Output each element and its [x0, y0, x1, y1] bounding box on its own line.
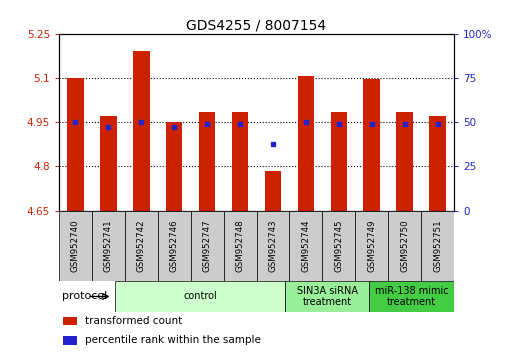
Bar: [298, 76, 314, 211]
Bar: [369, 281, 454, 312]
Text: GSM952749: GSM952749: [367, 220, 376, 272]
Text: GSM952746: GSM952746: [170, 220, 179, 272]
Bar: [289, 211, 322, 281]
Text: GSM952743: GSM952743: [268, 220, 278, 272]
Bar: [166, 122, 183, 211]
Text: protocol: protocol: [62, 291, 107, 302]
Title: GDS4255 / 8007154: GDS4255 / 8007154: [186, 18, 327, 33]
Bar: [322, 211, 355, 281]
Bar: [92, 211, 125, 281]
Text: GSM952747: GSM952747: [203, 220, 212, 272]
Bar: [388, 211, 421, 281]
Text: percentile rank within the sample: percentile rank within the sample: [85, 335, 261, 346]
Text: transformed count: transformed count: [85, 316, 182, 326]
Bar: [397, 112, 413, 211]
Text: miR-138 mimic
treatment: miR-138 mimic treatment: [375, 286, 448, 307]
Text: control: control: [183, 291, 217, 302]
Text: GSM952751: GSM952751: [433, 220, 442, 272]
Bar: [191, 211, 224, 281]
Bar: [199, 112, 215, 211]
Text: GSM952740: GSM952740: [71, 220, 80, 272]
Text: GSM952744: GSM952744: [301, 220, 310, 272]
Bar: [59, 211, 92, 281]
Bar: [224, 211, 256, 281]
Bar: [429, 116, 446, 211]
Text: GSM952741: GSM952741: [104, 220, 113, 272]
Bar: [232, 112, 248, 211]
Text: GSM952742: GSM952742: [137, 220, 146, 272]
Text: GSM952745: GSM952745: [334, 220, 343, 272]
Bar: [421, 211, 454, 281]
Text: GSM952748: GSM952748: [235, 220, 245, 272]
Bar: [285, 281, 369, 312]
Bar: [158, 211, 191, 281]
Bar: [256, 211, 289, 281]
Text: SIN3A siRNA
treatment: SIN3A siRNA treatment: [297, 286, 358, 307]
Text: GSM952750: GSM952750: [400, 220, 409, 272]
Bar: [364, 79, 380, 211]
Bar: [330, 112, 347, 211]
Bar: [100, 116, 116, 211]
Bar: [355, 211, 388, 281]
Bar: [63, 316, 77, 325]
Bar: [115, 281, 285, 312]
Bar: [133, 51, 149, 211]
Bar: [265, 171, 281, 211]
Bar: [63, 336, 77, 345]
Bar: [125, 211, 158, 281]
Bar: [67, 78, 84, 211]
